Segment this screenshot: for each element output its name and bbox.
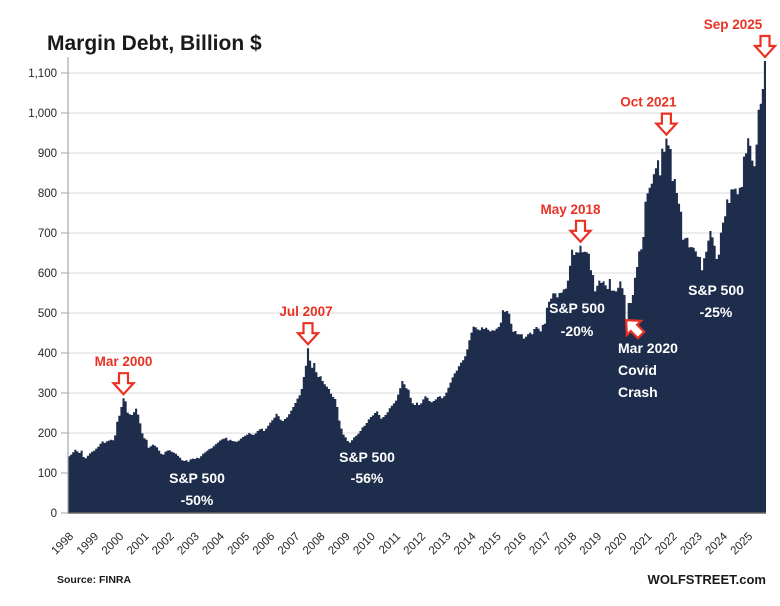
- y-tick-label: 800: [38, 188, 57, 200]
- margin-debt-bars: [68, 61, 766, 513]
- down-arrow-icon: [111, 372, 136, 396]
- note-text: Covid: [618, 362, 657, 378]
- x-tick-label: 2016: [502, 531, 529, 558]
- x-tick-label: 2001: [125, 531, 152, 558]
- down-arrow-icon: [653, 112, 679, 137]
- y-axis: 0 100 200 300 400 500 600 700 800 900 1,000 1,100: [28, 68, 68, 520]
- down-arrow-icon: [295, 322, 321, 346]
- note-text: -50%: [181, 492, 214, 508]
- x-tick-label: 2013: [427, 531, 454, 558]
- x-tick-label: 2023: [678, 531, 705, 558]
- peak-label: Jul 2007: [279, 304, 332, 319]
- x-tick-label: 2007: [276, 531, 303, 558]
- down-arrow-icon: [752, 34, 778, 59]
- x-tick-label: 2024: [704, 530, 731, 557]
- y-tick-label: 300: [38, 388, 57, 400]
- x-tick-label: 2019: [578, 531, 605, 558]
- x-tick-label: 2004: [200, 530, 227, 557]
- diagonal-arrow-icon: [624, 318, 646, 340]
- chart-title: Margin Debt, Billion $: [47, 32, 262, 55]
- x-tick-label: 1998: [50, 531, 77, 558]
- y-tick-label: 500: [38, 308, 57, 320]
- y-tick-label: 600: [38, 268, 57, 280]
- note-text: -56%: [351, 470, 384, 486]
- peak-label: May 2018: [540, 202, 601, 217]
- x-tick-label: 2022: [653, 531, 680, 558]
- note-text: S&P 500: [169, 470, 225, 486]
- x-tick-label: 2018: [553, 531, 580, 558]
- y-tick-label: 1,000: [28, 108, 57, 120]
- x-tick-label: 2003: [175, 531, 202, 558]
- x-tick-label: 2011: [377, 531, 403, 557]
- peak-annotations: Mar 2000 Jul 2007 May 2018 Oct 2021 Sep 2025: [95, 17, 778, 396]
- source-label: Source: FINRA: [57, 574, 132, 586]
- y-tick-label: 900: [38, 148, 57, 160]
- note-annotations: S&P 500 -50% S&P 500 -56% S&P 500 -20% Mar 202…: [169, 282, 744, 508]
- x-tick-label: 2025: [729, 531, 756, 558]
- y-tick-label: 700: [38, 228, 57, 240]
- note-text: -20%: [561, 323, 594, 339]
- x-tick-label: 2006: [251, 531, 278, 558]
- y-tick-label: 200: [38, 428, 57, 440]
- peak-label: Oct 2021: [620, 95, 677, 110]
- y-tick-label: 100: [38, 468, 57, 480]
- x-tick-label: 2017: [527, 531, 554, 558]
- x-tick-label: 2012: [402, 531, 429, 558]
- x-tick-label: 2005: [226, 531, 253, 558]
- y-tick-label: 1,100: [28, 68, 57, 80]
- y-tick-label: 0: [51, 508, 57, 520]
- brand-label: WOLFSTREET.com: [648, 572, 766, 587]
- x-tick-label: 2021: [628, 531, 655, 558]
- note-text: -25%: [700, 304, 733, 320]
- x-tick-label: 1999: [75, 531, 102, 558]
- axis-lines: [67, 57, 766, 514]
- note-text: Mar 2020: [618, 340, 678, 356]
- x-tick-label: 2000: [100, 531, 127, 558]
- bar-series: [68, 61, 766, 513]
- note-text: S&P 500: [339, 449, 395, 465]
- down-arrow-icon: [568, 219, 593, 244]
- x-tick-label: 2009: [326, 531, 353, 558]
- x-tick-label: 2008: [301, 531, 328, 558]
- peak-label: Mar 2000: [95, 354, 153, 369]
- peak-label: Sep 2025: [704, 17, 763, 32]
- x-tick-label: 2020: [603, 531, 630, 558]
- x-tick-label: 2010: [351, 531, 378, 558]
- gridlines: [68, 72, 766, 474]
- x-tick-label: 2015: [477, 531, 504, 558]
- y-tick-label: 400: [38, 348, 57, 360]
- x-tick-label: 2014: [452, 530, 479, 557]
- note-text: S&P 500: [688, 282, 744, 298]
- note-text: S&P 500: [549, 300, 605, 316]
- x-axis: 1998199920002001200220032004200520062007…: [50, 530, 756, 557]
- x-tick-label: 2002: [150, 531, 177, 558]
- note-text: Crash: [618, 384, 658, 400]
